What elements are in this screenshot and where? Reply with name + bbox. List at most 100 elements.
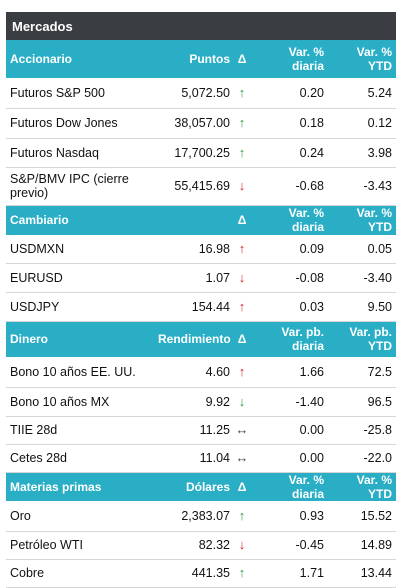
ytd-change-header: Var. % YTD: [328, 472, 396, 502]
instrument-name: USDJPY: [6, 292, 154, 322]
instrument-value: 2,383.07: [154, 501, 234, 532]
arrow-down-icon: ↓: [234, 263, 250, 293]
instrument-value: 16.98: [154, 235, 234, 264]
daily-change: 0.00: [250, 444, 328, 473]
instrument-value: 9.92: [154, 387, 234, 417]
table-row: USDMXN 16.98 ↑ 0.09 0.05: [6, 235, 396, 264]
arrow-down-icon: ↓: [234, 531, 250, 560]
arrow-up-icon: ↑: [234, 501, 250, 532]
delta-header: Δ: [234, 205, 250, 236]
section-name: Materias primas: [6, 472, 154, 502]
ytd-change-header: Var. % YTD: [328, 205, 396, 236]
table-row: Oro 2,383.07 ↑ 0.93 15.52: [6, 501, 396, 532]
delta-header: Δ: [234, 472, 250, 502]
instrument-value: 17,700.25: [154, 138, 234, 168]
section-name: Cambiario: [6, 205, 154, 236]
arrow-left-right-icon: ↔: [234, 444, 250, 473]
delta-header: Δ: [234, 321, 250, 358]
instrument-value: 82.32: [154, 531, 234, 560]
instrument-name: S&P/BMV IPC (cierre previo): [6, 167, 154, 206]
delta-header: Δ: [234, 40, 250, 79]
instrument-value: 4.60: [154, 357, 234, 388]
ytd-change: -25.8: [328, 416, 396, 445]
arrow-up-icon: ↑: [234, 559, 250, 588]
ytd-change: 15.52: [328, 501, 396, 532]
instrument-name: EURUSD: [6, 263, 154, 293]
daily-change: -0.68: [250, 167, 328, 206]
instrument-name: Futuros Dow Jones: [6, 108, 154, 139]
arrow-down-icon: ↓: [234, 167, 250, 206]
daily-change: 0.00: [250, 416, 328, 445]
daily-change-header: Var. % diaria: [250, 205, 328, 236]
daily-change: -1.40: [250, 387, 328, 417]
table-row: Futuros Nasdaq 17,700.25 ↑ 0.24 3.98: [6, 138, 396, 168]
arrow-up-icon: ↑: [234, 108, 250, 139]
ytd-change: 72.5: [328, 357, 396, 388]
ytd-change: 3.98: [328, 138, 396, 168]
section-header-accionario: Accionario Puntos Δ Var. % diaria Var. % YTD: [6, 40, 396, 79]
section-name: Accionario: [6, 40, 154, 79]
section-name: Dinero: [6, 321, 154, 358]
daily-change: -0.08: [250, 263, 328, 293]
instrument-name: Futuros Nasdaq: [6, 138, 154, 168]
instrument-value: 154.44: [154, 292, 234, 322]
daily-change: 0.18: [250, 108, 328, 139]
ytd-change: 14.89: [328, 531, 396, 560]
daily-change: 0.20: [250, 78, 328, 109]
section-header-materias-primas: Materias primas Dólares Δ Var. % diaria Var.…: [6, 472, 396, 502]
table-row: USDJPY 154.44 ↑ 0.03 9.50: [6, 292, 396, 322]
table-row: Cobre 441.35 ↑ 1.71 13.44: [6, 559, 396, 588]
ytd-change: -22.0: [328, 444, 396, 473]
instrument-value: 11.25: [154, 416, 234, 445]
daily-change: 0.03: [250, 292, 328, 322]
daily-change-header: Var. pb. diaria: [250, 321, 328, 358]
instrument-value: 1.07: [154, 263, 234, 293]
daily-change-header: Var. % diaria: [250, 40, 328, 79]
table-row: Cetes 28d 11.04 ↔ 0.00 -22.0: [6, 444, 396, 473]
daily-change-header: Var. % diaria: [250, 472, 328, 502]
ytd-change-header: Var. % YTD: [328, 40, 396, 79]
daily-change: 0.93: [250, 501, 328, 532]
daily-change: 0.24: [250, 138, 328, 168]
instrument-name: TIIE 28d: [6, 416, 154, 445]
instrument-value: 5,072.50: [154, 78, 234, 109]
table-row: Futuros Dow Jones 38,057.00 ↑ 0.18 0.12: [6, 108, 396, 139]
ytd-change: 96.5: [328, 387, 396, 417]
ytd-change: -3.43: [328, 167, 396, 206]
ytd-change: 5.24: [328, 78, 396, 109]
table-row: S&P/BMV IPC (cierre previo) 55,415.69 ↓ -0.…: [6, 167, 396, 206]
section-header-dinero: Dinero Rendimiento Δ Var. pb. diaria Var. pb.…: [6, 321, 396, 358]
daily-change: -0.45: [250, 531, 328, 560]
table-row: TIIE 28d 11.25 ↔ 0.00 -25.8: [6, 416, 396, 445]
unit-header: [154, 205, 234, 236]
instrument-name: Bono 10 años MX: [6, 387, 154, 417]
ytd-change-header: Var. pb. YTD: [328, 321, 396, 358]
daily-change: 1.66: [250, 357, 328, 388]
instrument-name: Bono 10 años EE. UU.: [6, 357, 154, 388]
daily-change: 0.09: [250, 235, 328, 264]
table-row: Petróleo WTI 82.32 ↓ -0.45 14.89: [6, 531, 396, 560]
panel-title: Mercados: [6, 12, 396, 40]
ytd-change: 0.12: [328, 108, 396, 139]
unit-header: Dólares: [154, 472, 234, 502]
arrow-left-right-icon: ↔: [234, 416, 250, 445]
arrow-up-icon: ↑: [234, 235, 250, 264]
section-header-cambiario: Cambiario Δ Var. % diaria Var. % YTD: [6, 205, 396, 236]
instrument-value: 55,415.69: [154, 167, 234, 206]
daily-change: 1.71: [250, 559, 328, 588]
ytd-change: 9.50: [328, 292, 396, 322]
unit-header: Puntos: [154, 40, 234, 79]
arrow-up-icon: ↑: [234, 357, 250, 388]
ytd-change: 0.05: [328, 235, 396, 264]
instrument-name: Oro: [6, 501, 154, 532]
ytd-change: 13.44: [328, 559, 396, 588]
instrument-name: Cobre: [6, 559, 154, 588]
table-row: Futuros S&P 500 5,072.50 ↑ 0.20 5.24: [6, 78, 396, 109]
instrument-name: USDMXN: [6, 235, 154, 264]
table-row: Bono 10 años MX 9.92 ↓ -1.40 96.5: [6, 387, 396, 417]
table-row: Bono 10 años EE. UU. 4.60 ↑ 1.66 72.5: [6, 357, 396, 388]
instrument-name: Cetes 28d: [6, 444, 154, 473]
instrument-name: Futuros S&P 500: [6, 78, 154, 109]
instrument-value: 38,057.00: [154, 108, 234, 139]
